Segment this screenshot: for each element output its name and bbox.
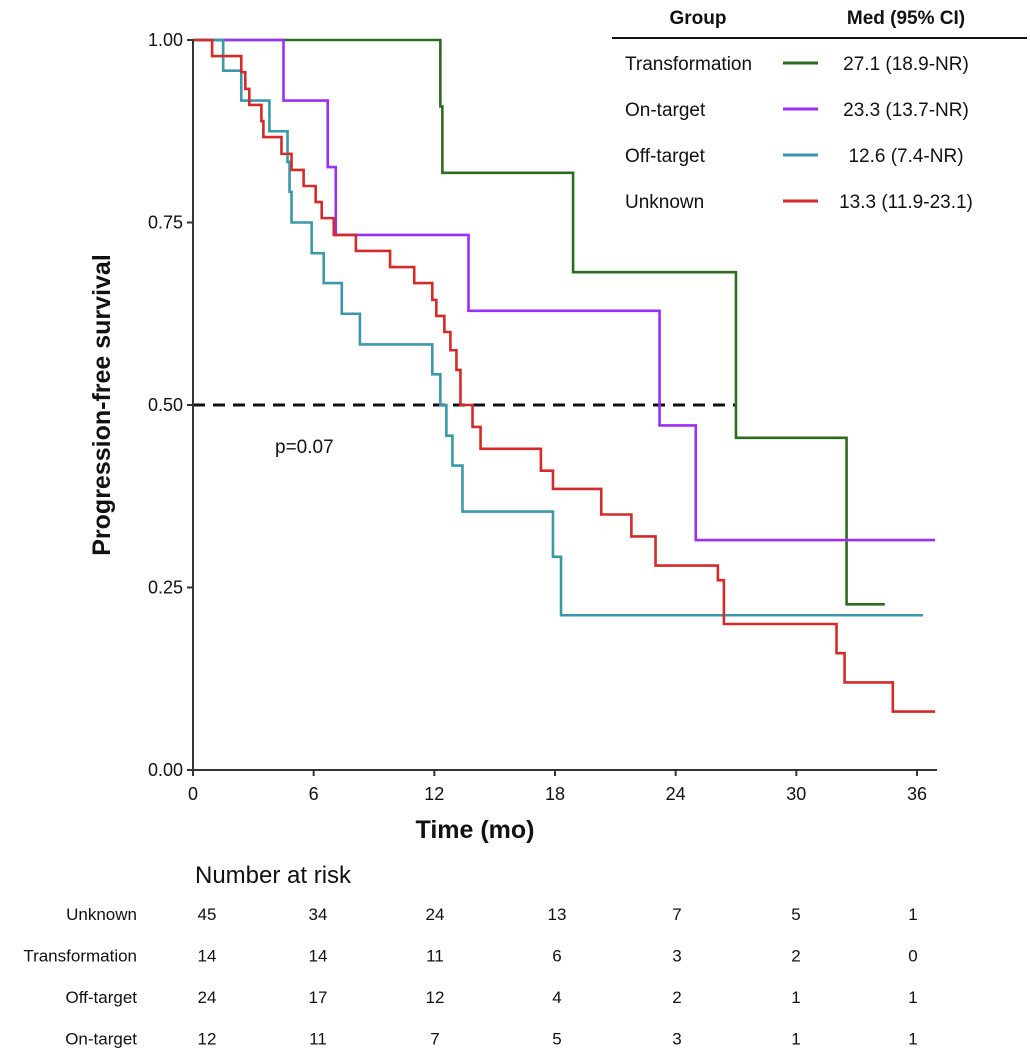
legend-group-label: On-target [625, 100, 706, 121]
y-tick-label: 0.00 [148, 760, 183, 780]
x-tick-label: 30 [786, 784, 806, 804]
y-tick-label: 1.00 [148, 30, 183, 50]
risk-value: 24 [198, 988, 217, 1007]
risk-table: Number at risk Unknown 45 34 24 13 7 5 1Transfo… [23, 862, 917, 1049]
axes: 0.00 0.25 0.50 0.75 1.00 0 6 12 18 24 30 36 [148, 30, 938, 804]
risk-value: 6 [552, 947, 561, 966]
risk-value: 3 [672, 1030, 681, 1049]
risk-value: 17 [309, 988, 328, 1007]
p-value-annotation: p=0.07 [275, 437, 334, 458]
legend-median-value: 27.1 (18.9-NR) [843, 54, 969, 75]
y-axis-title: Progression-free survival [88, 254, 116, 556]
x-tick-label: 36 [907, 784, 927, 804]
survival-curves [193, 38, 936, 713]
risk-value: 2 [791, 947, 800, 966]
legend: Group Med (95% CI) Transformation 27.1 (1… [612, 8, 1027, 213]
x-tick-label: 6 [309, 784, 319, 804]
risk-value: 3 [672, 947, 681, 966]
x-tick-label: 24 [666, 784, 686, 804]
risk-value: 24 [426, 905, 445, 924]
risk-value: 5 [552, 1030, 561, 1049]
risk-value: 4 [552, 988, 561, 1007]
risk-value: 5 [791, 905, 800, 924]
risk-value: 11 [309, 1030, 327, 1049]
risk-value: 1 [908, 1030, 917, 1049]
risk-row-label: Off-target [66, 988, 138, 1007]
risk-value: 13 [548, 905, 567, 924]
x-tick-label: 12 [424, 784, 444, 804]
y-tick-label: 0.50 [148, 395, 183, 415]
risk-value: 34 [309, 905, 328, 924]
km-curve-on-target [193, 38, 936, 542]
x-tick-label: 18 [545, 784, 565, 804]
risk-value: 7 [430, 1030, 439, 1049]
legend-group-label: Off-target [625, 146, 706, 167]
risk-value: 1 [791, 1030, 800, 1049]
legend-median-value: 12.6 (7.4-NR) [848, 146, 963, 167]
risk-value: 12 [426, 988, 445, 1007]
risk-value: 45 [198, 905, 217, 924]
risk-row-label: Unknown [66, 905, 137, 924]
legend-group-label: Transformation [625, 54, 752, 75]
risk-row-label: On-target [65, 1030, 137, 1049]
risk-value: 11 [426, 947, 444, 966]
y-tick-label: 0.75 [148, 213, 183, 233]
risk-value: 0 [908, 947, 917, 966]
risk-value: 2 [672, 988, 681, 1007]
legend-group-label: Unknown [625, 192, 704, 213]
km-curve-off-target [193, 38, 923, 617]
risk-row-label: Transformation [23, 947, 137, 966]
risk-value: 7 [672, 905, 681, 924]
risk-value: 14 [198, 947, 217, 966]
km-curve-unknown [193, 38, 936, 713]
y-tick-label: 0.25 [148, 578, 183, 598]
risk-value: 1 [791, 988, 800, 1007]
legend-header-median: Med (95% CI) [847, 8, 965, 29]
legend-median-value: 13.3 (11.9-23.1) [839, 192, 973, 213]
x-tick-label: 0 [188, 784, 198, 804]
legend-header-group: Group [670, 8, 727, 29]
legend-median-value: 23.3 (13.7-NR) [843, 100, 969, 121]
risk-value: 14 [309, 947, 328, 966]
risk-value: 1 [908, 988, 917, 1007]
risk-table-title: Number at risk [195, 862, 352, 889]
x-axis-title: Time (mo) [416, 816, 535, 844]
risk-value: 12 [198, 1030, 217, 1049]
km-curve-transformation [193, 38, 885, 606]
risk-value: 1 [908, 905, 917, 924]
